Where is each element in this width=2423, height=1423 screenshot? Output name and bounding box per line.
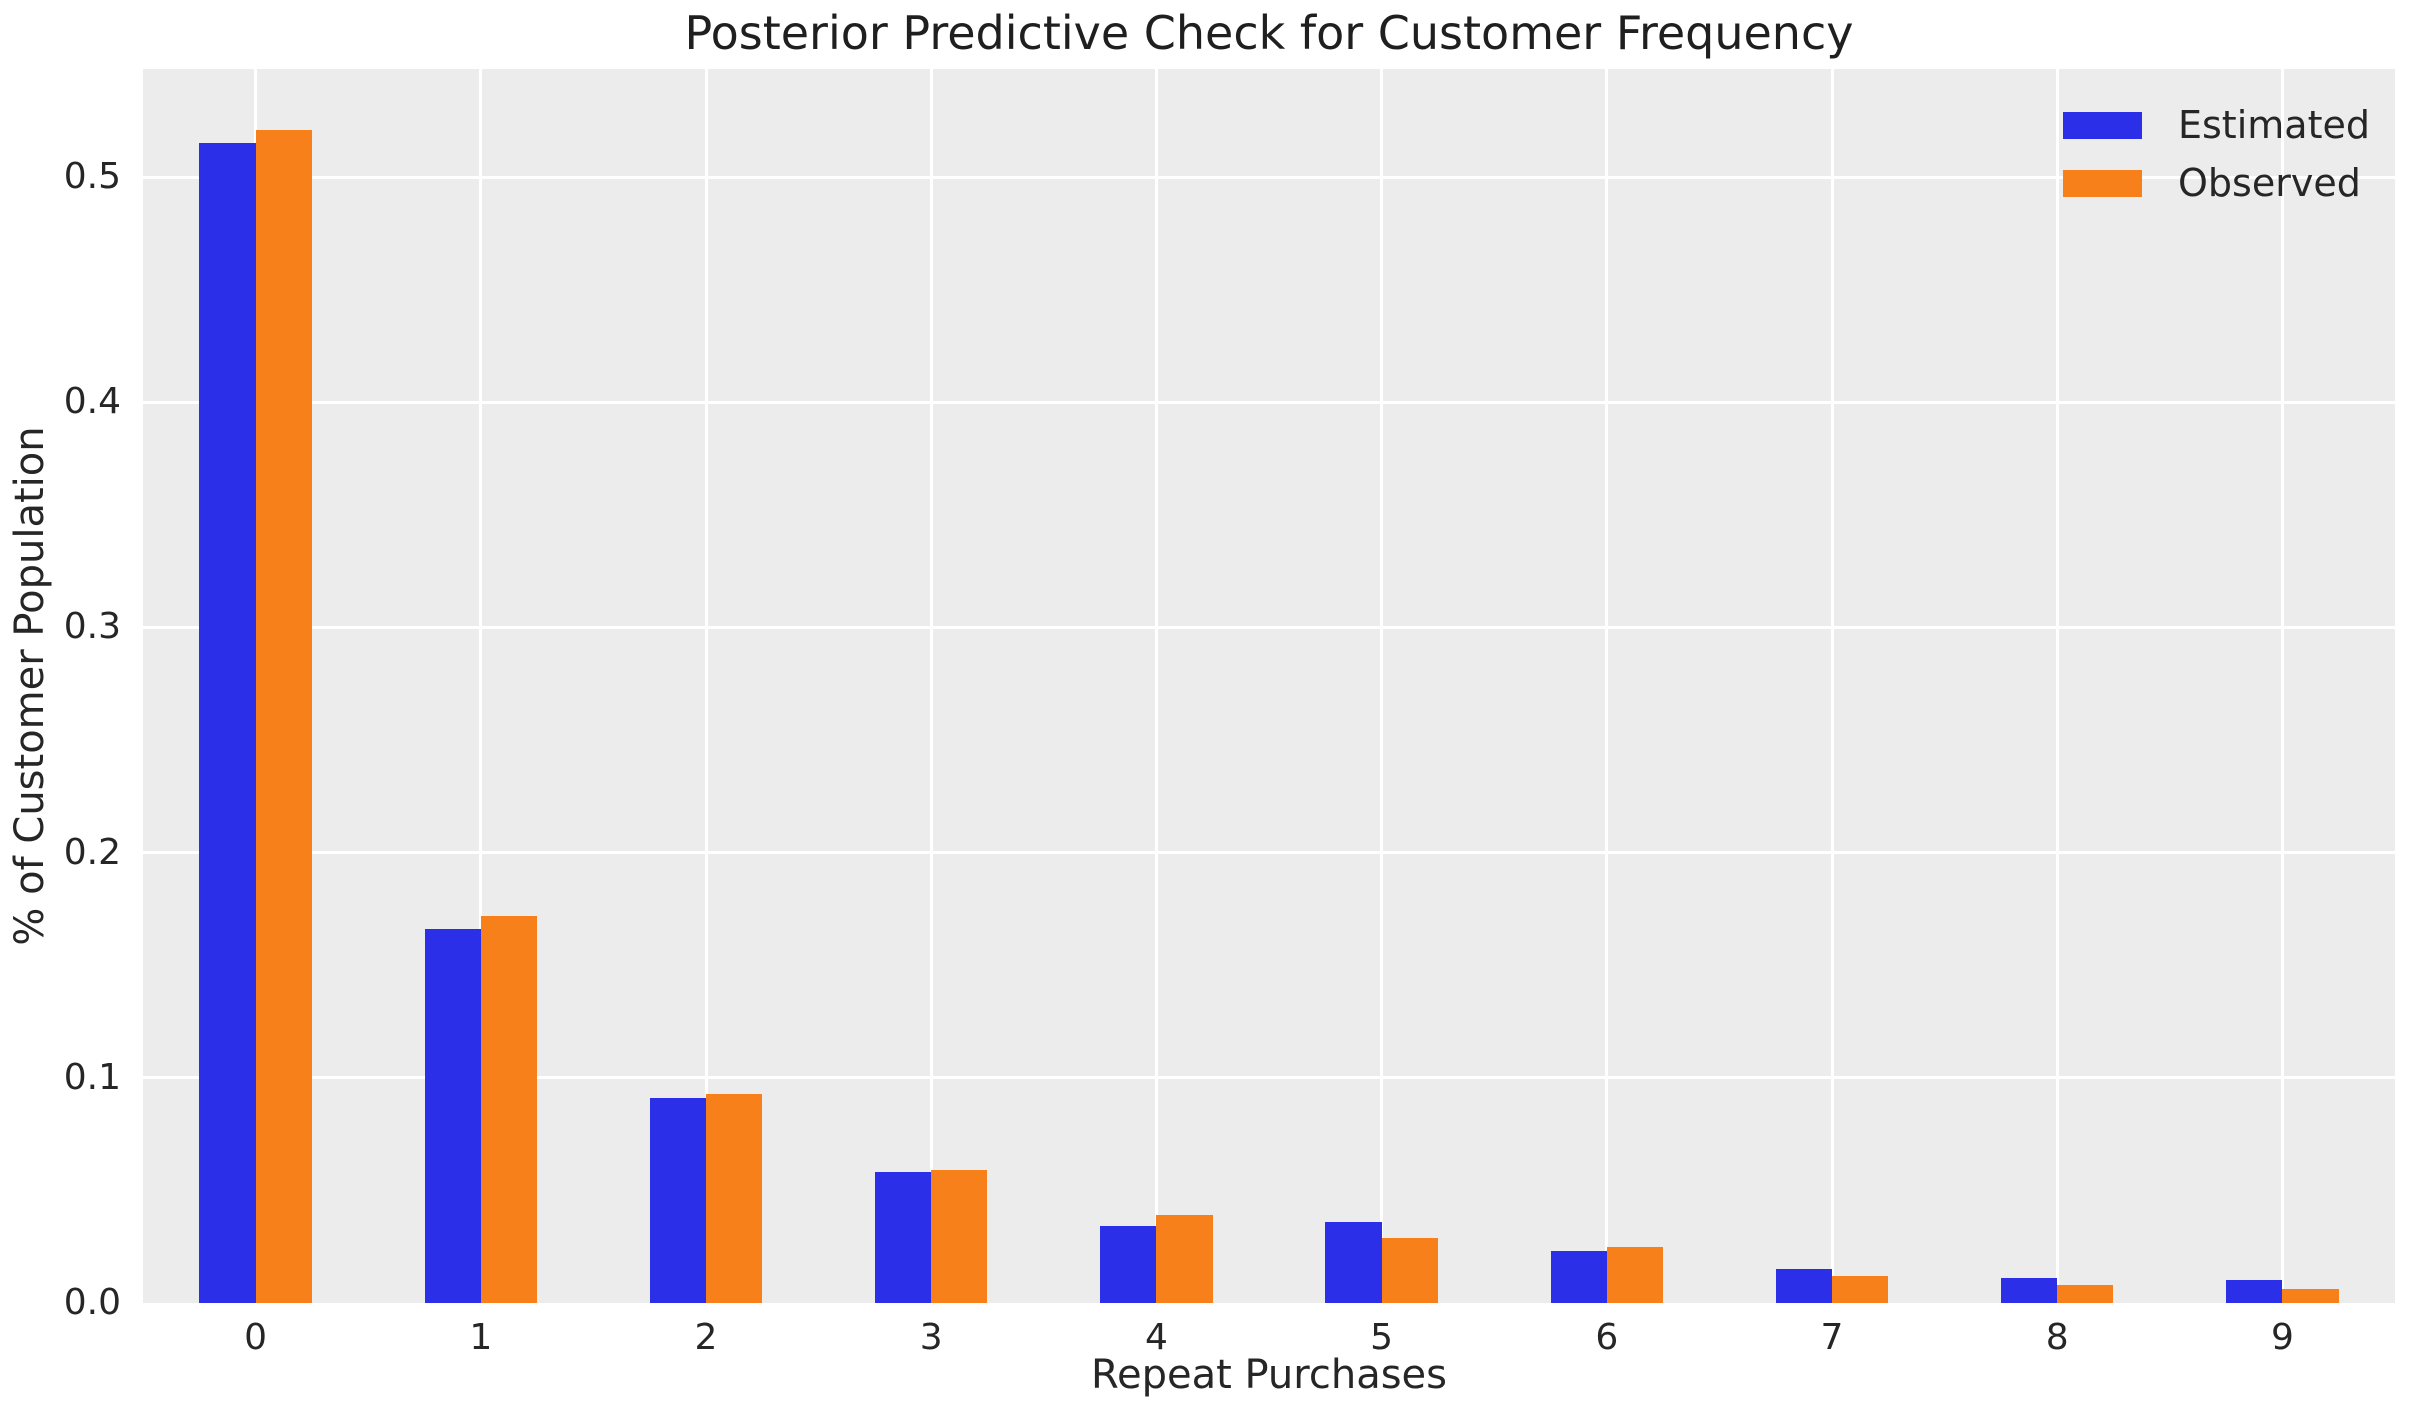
gridline-y-0.4 xyxy=(143,400,2395,404)
x-tick-9: 9 xyxy=(2270,1317,2294,1358)
bar-observed-7 xyxy=(1832,1275,1889,1303)
bar-estimated-7 xyxy=(1775,1269,1832,1303)
bar-estimated-4 xyxy=(1100,1226,1157,1303)
bar-estimated-0 xyxy=(199,143,256,1303)
gridline-y-0.5 xyxy=(143,175,2395,179)
bar-observed-5 xyxy=(1381,1237,1438,1303)
legend: Estimated Observed xyxy=(2063,96,2370,212)
gridline-x-2 xyxy=(704,69,708,1303)
x-tick-1: 1 xyxy=(469,1317,493,1358)
bar-observed-0 xyxy=(255,129,312,1303)
gridline-x-1 xyxy=(479,69,483,1303)
bar-observed-4 xyxy=(1156,1215,1213,1303)
bar-estimated-8 xyxy=(2000,1278,2058,1303)
gridline-x-6 xyxy=(1605,69,1609,1303)
bar-observed-6 xyxy=(1606,1246,1664,1303)
y-tick-0.4: 0.4 xyxy=(63,381,121,423)
gridline-x-9 xyxy=(2280,69,2284,1303)
gridline-x-4 xyxy=(1154,69,1158,1303)
bar-observed-3 xyxy=(931,1170,988,1303)
gridline-x-7 xyxy=(1830,69,1834,1303)
y-axis-label: % of Customer Population xyxy=(7,426,53,946)
y-tick-0.2: 0.2 xyxy=(63,831,121,873)
gridline-x-3 xyxy=(929,69,933,1303)
x-tick-5: 5 xyxy=(1370,1317,1394,1358)
y-tick-0.1: 0.1 xyxy=(63,1056,121,1098)
legend-item-estimated: Estimated xyxy=(2063,96,2370,154)
x-tick-2: 2 xyxy=(694,1317,718,1358)
bar-observed-1 xyxy=(480,915,538,1303)
bar-observed-9 xyxy=(2282,1289,2339,1303)
bar-observed-8 xyxy=(2057,1284,2114,1303)
bar-estimated-5 xyxy=(1325,1221,1382,1303)
y-tick-0.5: 0.5 xyxy=(63,156,121,198)
y-tick-0.0: 0.0 xyxy=(63,1282,121,1323)
chart-title: Posterior Predictive Check for Customer … xyxy=(684,6,1854,60)
x-tick-8: 8 xyxy=(2045,1317,2069,1358)
gridline-x-5 xyxy=(1380,69,1384,1303)
x-tick-4: 4 xyxy=(1144,1317,1168,1358)
x-tick-0: 0 xyxy=(244,1317,268,1358)
legend-label-observed: Observed xyxy=(2178,161,2361,205)
bar-estimated-1 xyxy=(424,929,481,1303)
bar-estimated-3 xyxy=(874,1172,932,1303)
bar-estimated-6 xyxy=(1550,1251,1607,1303)
bar-estimated-9 xyxy=(2226,1280,2283,1303)
gridline-x-8 xyxy=(2055,69,2059,1303)
gridline-y-0.2 xyxy=(143,851,2395,855)
legend-item-observed: Observed xyxy=(2063,154,2370,212)
plot-area xyxy=(143,69,2395,1303)
y-tick-0.3: 0.3 xyxy=(63,606,121,648)
bar-observed-2 xyxy=(706,1093,763,1303)
legend-label-estimated: Estimated xyxy=(2178,103,2370,147)
x-axis-label: Repeat Purchases xyxy=(1091,1352,1447,1398)
gridline-y-0.1 xyxy=(143,1076,2395,1080)
bar-estimated-2 xyxy=(649,1098,706,1303)
x-tick-7: 7 xyxy=(1820,1317,1844,1358)
gridline-y-0.3 xyxy=(143,625,2395,629)
observed-swatch-icon xyxy=(2063,169,2142,197)
x-tick-6: 6 xyxy=(1595,1317,1619,1358)
x-tick-3: 3 xyxy=(919,1317,943,1358)
estimated-swatch-icon xyxy=(2063,111,2142,139)
